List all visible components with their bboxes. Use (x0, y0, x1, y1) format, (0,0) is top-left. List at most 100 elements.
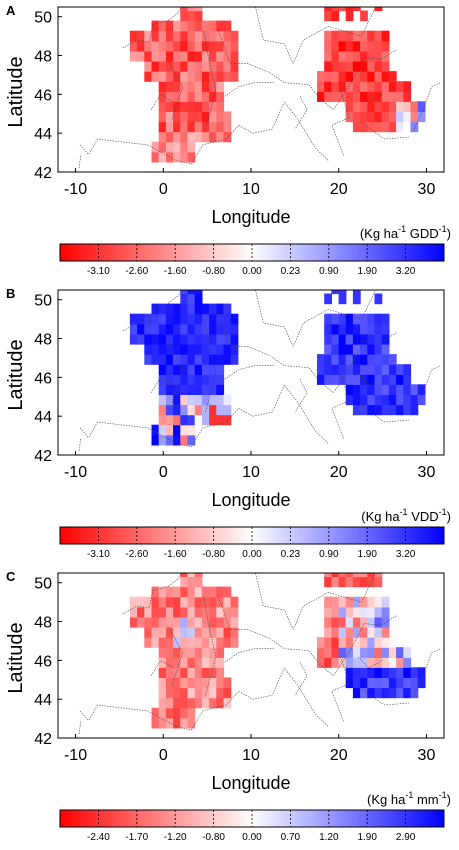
map-cell (209, 71, 217, 82)
x-tick-label: 0 (159, 747, 168, 764)
map-cell (180, 303, 189, 315)
country-border (217, 311, 397, 394)
map-cell (403, 81, 412, 92)
map-cell (338, 333, 347, 345)
y-tick-label: 42 (34, 165, 52, 182)
map-cell (352, 111, 361, 123)
map-cell (338, 606, 347, 618)
map-cell (173, 647, 181, 658)
map-cell (216, 323, 225, 335)
x-tick-label: 30 (418, 747, 436, 764)
country-border (79, 667, 329, 731)
map-cell (173, 677, 181, 689)
map-cell (180, 354, 189, 365)
map-cell (158, 364, 167, 375)
map-cell (180, 10, 189, 22)
map-cell (151, 354, 160, 365)
map-cell (223, 313, 232, 325)
map-cell (388, 354, 397, 365)
map-cell (187, 101, 196, 112)
y-tick-label: 50 (34, 10, 52, 27)
map-cell (201, 333, 210, 345)
y-axis-label: Latitude (5, 622, 27, 693)
map-cell (209, 323, 217, 335)
y-tick-label: 50 (34, 293, 52, 310)
map-cell (209, 50, 217, 62)
map-cell (165, 637, 174, 648)
map-cell (324, 10, 332, 22)
map-cell (396, 91, 404, 102)
map-cell (403, 101, 412, 112)
map-cell (173, 364, 181, 375)
country-border (203, 596, 217, 696)
map-cell (151, 627, 160, 638)
map-cell (381, 657, 390, 668)
map-cell (374, 71, 383, 82)
map-cell (151, 20, 160, 32)
map-cell (381, 91, 390, 102)
map-cell (173, 121, 181, 133)
map-cell (209, 394, 217, 406)
map-cell (403, 364, 412, 375)
map-cell (324, 354, 332, 365)
map-cell (367, 364, 376, 375)
map-cell (151, 313, 160, 325)
map-cell (331, 91, 340, 102)
map-cell (216, 697, 225, 709)
map-cell (367, 313, 376, 325)
map-cell (374, 91, 383, 102)
map-cell (216, 20, 225, 32)
map-cell (180, 141, 189, 153)
map-cell (180, 364, 189, 375)
map-cell (396, 101, 404, 112)
country-border (413, 365, 441, 413)
colorbar-tick-label: 1.90 (357, 832, 377, 843)
map-cell (403, 394, 412, 406)
map-cell (187, 30, 196, 42)
map-cell (338, 573, 347, 578)
map-cell (324, 323, 332, 335)
map-cell (180, 404, 189, 416)
y-axis-label: Latitude (5, 56, 27, 127)
map-cell (158, 111, 167, 123)
map-cell (381, 61, 390, 72)
map-cell (201, 384, 210, 395)
map-cell (230, 344, 239, 355)
map-cell (345, 596, 354, 608)
map-cell (317, 657, 325, 668)
colorbar-tick-label: -2.60 (125, 549, 148, 560)
map-cell (187, 677, 196, 689)
map-cell (360, 384, 368, 395)
map-cell (187, 293, 196, 305)
map-cell (338, 596, 347, 608)
map-cell (144, 596, 153, 608)
map-cell (129, 606, 138, 618)
map-cell (173, 50, 181, 62)
map-cell (223, 333, 232, 345)
map-cell (194, 697, 203, 709)
map-cell (367, 30, 376, 42)
map-cell (396, 687, 404, 699)
map-cell (216, 91, 225, 102)
map-cell (151, 141, 160, 153)
map-cell (137, 50, 145, 62)
map-cell (209, 677, 217, 689)
map-cell (165, 344, 174, 355)
map-cell (194, 344, 203, 355)
map-cell (158, 344, 167, 355)
map-cell (165, 586, 174, 598)
y-tick-label: 46 (34, 87, 52, 104)
map-cell (194, 586, 203, 598)
map-cell (180, 50, 189, 62)
map-cell (345, 394, 354, 406)
x-axis-ticks: -10 0 10 20 30 (64, 734, 435, 764)
country-border (78, 720, 82, 735)
map-cell (388, 657, 397, 668)
map-cell (374, 111, 383, 123)
map-cell (338, 71, 347, 82)
map-cell (230, 61, 239, 72)
map-cell (345, 111, 354, 123)
map-cell (374, 576, 383, 588)
map-cell (165, 313, 174, 325)
map-cell (151, 344, 160, 355)
